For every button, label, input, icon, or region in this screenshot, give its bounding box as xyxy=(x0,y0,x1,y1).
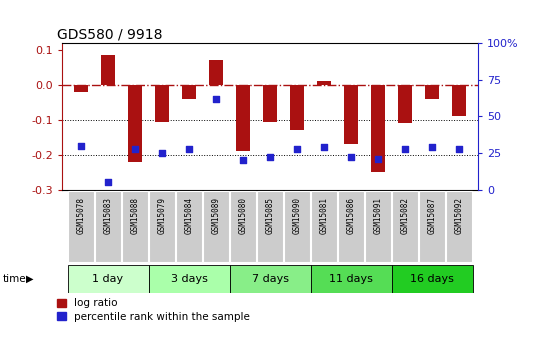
Text: GSM15091: GSM15091 xyxy=(374,197,382,234)
Bar xyxy=(370,85,386,172)
Text: GSM15085: GSM15085 xyxy=(266,197,274,234)
Bar xyxy=(100,55,116,85)
Bar xyxy=(316,81,332,85)
Bar xyxy=(343,85,359,144)
Text: GSM15087: GSM15087 xyxy=(428,197,436,234)
Point xyxy=(293,146,301,151)
FancyBboxPatch shape xyxy=(148,265,230,293)
Text: GSM15090: GSM15090 xyxy=(293,197,301,234)
FancyBboxPatch shape xyxy=(95,191,121,263)
Text: GSM15083: GSM15083 xyxy=(104,197,112,234)
Bar xyxy=(73,85,89,92)
Bar xyxy=(424,85,440,99)
Bar xyxy=(235,85,251,151)
Text: GSM15081: GSM15081 xyxy=(320,197,328,234)
Bar xyxy=(181,85,197,99)
Text: 3 days: 3 days xyxy=(171,274,207,284)
Point xyxy=(158,150,166,156)
Text: 7 days: 7 days xyxy=(252,274,288,284)
Point xyxy=(266,155,274,160)
Bar xyxy=(397,85,413,124)
Bar xyxy=(127,85,143,162)
Point xyxy=(455,146,463,151)
Point xyxy=(185,146,193,151)
FancyBboxPatch shape xyxy=(68,265,148,293)
FancyBboxPatch shape xyxy=(392,191,418,263)
Bar xyxy=(289,85,305,130)
FancyBboxPatch shape xyxy=(149,191,175,263)
FancyBboxPatch shape xyxy=(311,191,337,263)
Bar xyxy=(154,85,170,122)
Text: GSM15086: GSM15086 xyxy=(347,197,355,234)
Text: ▶: ▶ xyxy=(26,274,33,284)
Text: GSM15088: GSM15088 xyxy=(131,197,139,234)
Text: 11 days: 11 days xyxy=(329,274,373,284)
Text: GSM15078: GSM15078 xyxy=(77,197,85,234)
Point xyxy=(320,145,328,150)
Bar xyxy=(262,85,278,122)
Point xyxy=(401,146,409,151)
Point xyxy=(239,158,247,163)
Text: 1 day: 1 day xyxy=(92,274,124,284)
FancyBboxPatch shape xyxy=(446,191,472,263)
Point xyxy=(104,180,112,185)
FancyBboxPatch shape xyxy=(230,265,310,293)
FancyBboxPatch shape xyxy=(392,265,472,293)
Point xyxy=(347,155,355,160)
Point xyxy=(374,156,382,162)
FancyBboxPatch shape xyxy=(284,191,310,263)
FancyBboxPatch shape xyxy=(176,191,202,263)
FancyBboxPatch shape xyxy=(203,191,229,263)
Text: GDS580 / 9918: GDS580 / 9918 xyxy=(57,27,162,41)
Point xyxy=(77,143,85,149)
Text: 16 days: 16 days xyxy=(410,274,454,284)
Bar xyxy=(208,60,224,85)
Bar xyxy=(451,85,467,117)
Text: GSM15089: GSM15089 xyxy=(212,197,220,234)
FancyBboxPatch shape xyxy=(419,191,445,263)
FancyBboxPatch shape xyxy=(257,191,283,263)
FancyBboxPatch shape xyxy=(230,191,256,263)
FancyBboxPatch shape xyxy=(310,265,392,293)
Point xyxy=(428,145,436,150)
Text: time: time xyxy=(3,274,26,284)
Legend: log ratio, percentile rank within the sample: log ratio, percentile rank within the sa… xyxy=(57,298,250,322)
Text: GSM15092: GSM15092 xyxy=(455,197,463,234)
FancyBboxPatch shape xyxy=(122,191,148,263)
Point xyxy=(212,96,220,102)
Text: GSM15084: GSM15084 xyxy=(185,197,193,234)
FancyBboxPatch shape xyxy=(365,191,391,263)
FancyBboxPatch shape xyxy=(68,191,94,263)
Point xyxy=(131,146,139,151)
Text: GSM15080: GSM15080 xyxy=(239,197,247,234)
FancyBboxPatch shape xyxy=(338,191,364,263)
Text: GSM15082: GSM15082 xyxy=(401,197,409,234)
Text: GSM15079: GSM15079 xyxy=(158,197,166,234)
